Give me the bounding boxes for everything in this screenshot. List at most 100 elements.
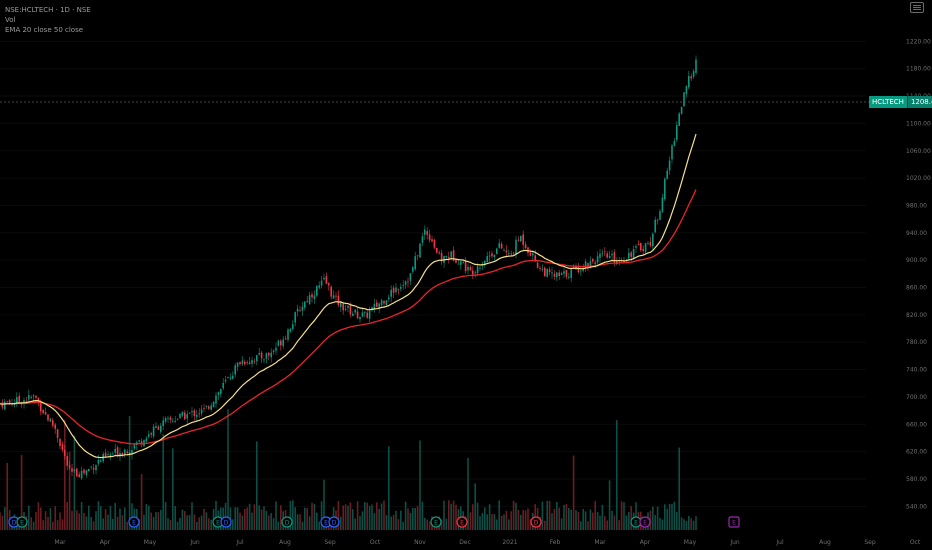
time-tick-label: Oct bbox=[370, 539, 381, 546]
event-marker[interactable]: E bbox=[639, 516, 651, 528]
volume-bar bbox=[306, 508, 308, 530]
volume-bar bbox=[88, 505, 90, 530]
candle-body bbox=[668, 160, 671, 171]
candle-body bbox=[426, 231, 428, 235]
candle-body bbox=[76, 468, 78, 477]
time-tick-label: Sep bbox=[864, 539, 876, 546]
event-marker[interactable]: D bbox=[328, 516, 340, 528]
candle-body bbox=[520, 236, 522, 242]
candle-body bbox=[167, 417, 169, 419]
price-axis[interactable]: 540.00 580.00 620.00 660.00 700.00 740.00 780.… bbox=[906, 38, 931, 510]
event-marker[interactable]: D bbox=[220, 516, 232, 528]
volume-bar bbox=[445, 518, 448, 530]
candle-body bbox=[114, 448, 116, 453]
volume-bar bbox=[42, 520, 44, 530]
volume-bar bbox=[388, 446, 390, 530]
chart-settings-icon[interactable] bbox=[910, 2, 924, 13]
candle-body bbox=[534, 255, 536, 262]
candle-body bbox=[565, 270, 568, 277]
event-marker-upcoming[interactable]: E bbox=[728, 516, 740, 528]
candle-body bbox=[380, 300, 383, 306]
volume-bar bbox=[635, 502, 637, 530]
event-marker[interactable]: D bbox=[530, 516, 542, 528]
symbol-legend: NSE:HCLTECH · 1D · NSE bbox=[5, 6, 91, 14]
volume-bar bbox=[563, 504, 565, 530]
price-tick-label: 820.00 bbox=[906, 312, 927, 319]
price-tick-label: 740.00 bbox=[906, 367, 927, 374]
volume-bar bbox=[683, 519, 685, 530]
volume-bar bbox=[119, 508, 121, 530]
candle-body bbox=[539, 267, 541, 269]
volume-bar bbox=[515, 502, 517, 530]
volume-bar bbox=[30, 517, 32, 530]
volume-bar bbox=[0, 512, 1, 530]
price-tick-label: 580.00 bbox=[906, 476, 927, 483]
candle-body bbox=[642, 248, 644, 251]
volume-bar bbox=[673, 501, 676, 530]
candle-body bbox=[476, 266, 479, 274]
candle-body bbox=[404, 281, 407, 285]
candle-body bbox=[685, 86, 688, 94]
candle-body bbox=[512, 252, 515, 254]
volume-bar bbox=[409, 512, 412, 530]
candle-body bbox=[186, 414, 188, 419]
candle-body bbox=[157, 426, 160, 430]
event-marker[interactable]: E bbox=[430, 516, 442, 528]
volume-bar bbox=[606, 520, 608, 530]
volume-bar bbox=[188, 514, 191, 530]
candle-body bbox=[500, 243, 503, 249]
candle-body bbox=[688, 76, 690, 88]
event-marker[interactable]: E bbox=[456, 516, 468, 528]
volume-bar bbox=[263, 506, 265, 530]
volume-bar bbox=[90, 517, 92, 530]
volume-bar bbox=[236, 507, 239, 530]
volume-bar bbox=[270, 513, 272, 530]
volume-bar bbox=[517, 509, 520, 530]
candle-body bbox=[505, 250, 508, 253]
volume-bar bbox=[361, 511, 364, 530]
event-marker[interactable]: D bbox=[281, 516, 293, 528]
candle-body bbox=[284, 338, 287, 340]
svg-text:D: D bbox=[534, 520, 539, 527]
candle-body bbox=[107, 454, 109, 455]
svg-text:E: E bbox=[434, 520, 438, 527]
volume-bar bbox=[224, 502, 227, 530]
candle-body bbox=[148, 434, 150, 437]
candle-body bbox=[42, 410, 44, 414]
event-marker[interactable]: E bbox=[128, 516, 140, 528]
candle-body bbox=[109, 454, 112, 456]
candle-body bbox=[467, 266, 469, 271]
candle-body bbox=[37, 397, 40, 402]
volume-bar bbox=[258, 505, 260, 530]
candle-body bbox=[632, 249, 635, 259]
volume-bar bbox=[246, 507, 248, 530]
volume-bar bbox=[424, 517, 426, 530]
price-tick-label: 1220.00 bbox=[906, 38, 931, 45]
volume-bar bbox=[601, 504, 604, 530]
volume-bar bbox=[481, 512, 484, 530]
candle-body bbox=[673, 141, 676, 146]
candle-body bbox=[644, 243, 647, 253]
volume-bar bbox=[599, 515, 601, 530]
time-axis[interactable]: Mar Apr May Jun Jul Aug Sep Oct Nov Dec 2021 Feb Mar… bbox=[54, 539, 932, 546]
time-tick-label: Feb bbox=[550, 539, 561, 546]
candle-body bbox=[596, 256, 599, 263]
volume-bar bbox=[239, 512, 241, 530]
candle-body bbox=[352, 313, 354, 317]
candle-body bbox=[299, 310, 301, 312]
event-marker[interactable]: E bbox=[16, 516, 28, 528]
volume-bar bbox=[476, 502, 479, 530]
candle-body bbox=[66, 456, 68, 466]
volume-bar bbox=[692, 520, 695, 530]
volume-bar bbox=[541, 501, 544, 530]
candle-body bbox=[589, 261, 592, 266]
volume-bar bbox=[448, 500, 450, 530]
time-tick-label: Mar bbox=[54, 539, 66, 546]
candle-body bbox=[371, 307, 373, 310]
candle-body bbox=[325, 276, 328, 284]
volume-bar bbox=[4, 507, 6, 530]
volume-bar bbox=[344, 504, 347, 530]
volume-bar bbox=[649, 510, 652, 530]
